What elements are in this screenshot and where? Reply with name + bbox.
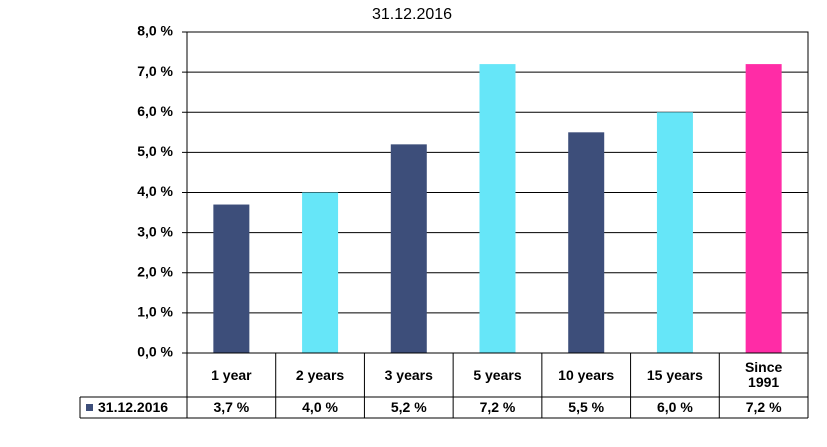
data-label: 4,0 % bbox=[302, 399, 338, 415]
y-tick-label: 0,0 % bbox=[137, 344, 173, 360]
bar bbox=[213, 204, 250, 353]
y-tick-label: 2,0 % bbox=[137, 263, 173, 279]
category-label: Since 1991 bbox=[744, 359, 783, 390]
y-tick-label: 4,0 % bbox=[137, 183, 173, 199]
legend-label: 31.12.2016 bbox=[98, 399, 168, 415]
y-tick-label: 3,0 % bbox=[137, 223, 173, 239]
data-label: 5,5 % bbox=[568, 399, 605, 415]
bar bbox=[302, 192, 339, 353]
data-label: 3,7 % bbox=[213, 399, 250, 415]
category-label: 10 years bbox=[558, 366, 615, 383]
data-label: 7,2 % bbox=[479, 399, 516, 415]
bar bbox=[390, 144, 427, 353]
category-label: 3 years bbox=[384, 366, 433, 383]
data-label: 6,0 % bbox=[657, 399, 693, 415]
category-label: 5 years bbox=[473, 366, 522, 383]
y-tick-label: 6,0 % bbox=[137, 103, 173, 119]
y-tick-label: 7,0 % bbox=[137, 63, 173, 79]
legend-marker bbox=[86, 404, 93, 411]
category-label: 15 years bbox=[646, 366, 703, 383]
bar bbox=[656, 112, 693, 353]
y-tick-label: 1,0 % bbox=[137, 304, 173, 320]
bar bbox=[745, 64, 782, 353]
bar bbox=[479, 64, 516, 353]
category-label: 1 year bbox=[211, 366, 252, 383]
category-label: 2 years bbox=[295, 366, 345, 383]
data-label: 5,2 % bbox=[390, 399, 427, 415]
data-label: 7,2 % bbox=[745, 399, 782, 415]
bar bbox=[568, 132, 605, 353]
y-tick-label: 8,0 % bbox=[137, 23, 173, 39]
chart-title: 31.12.2016 bbox=[372, 6, 452, 23]
y-tick-label: 5,0 % bbox=[137, 143, 173, 159]
